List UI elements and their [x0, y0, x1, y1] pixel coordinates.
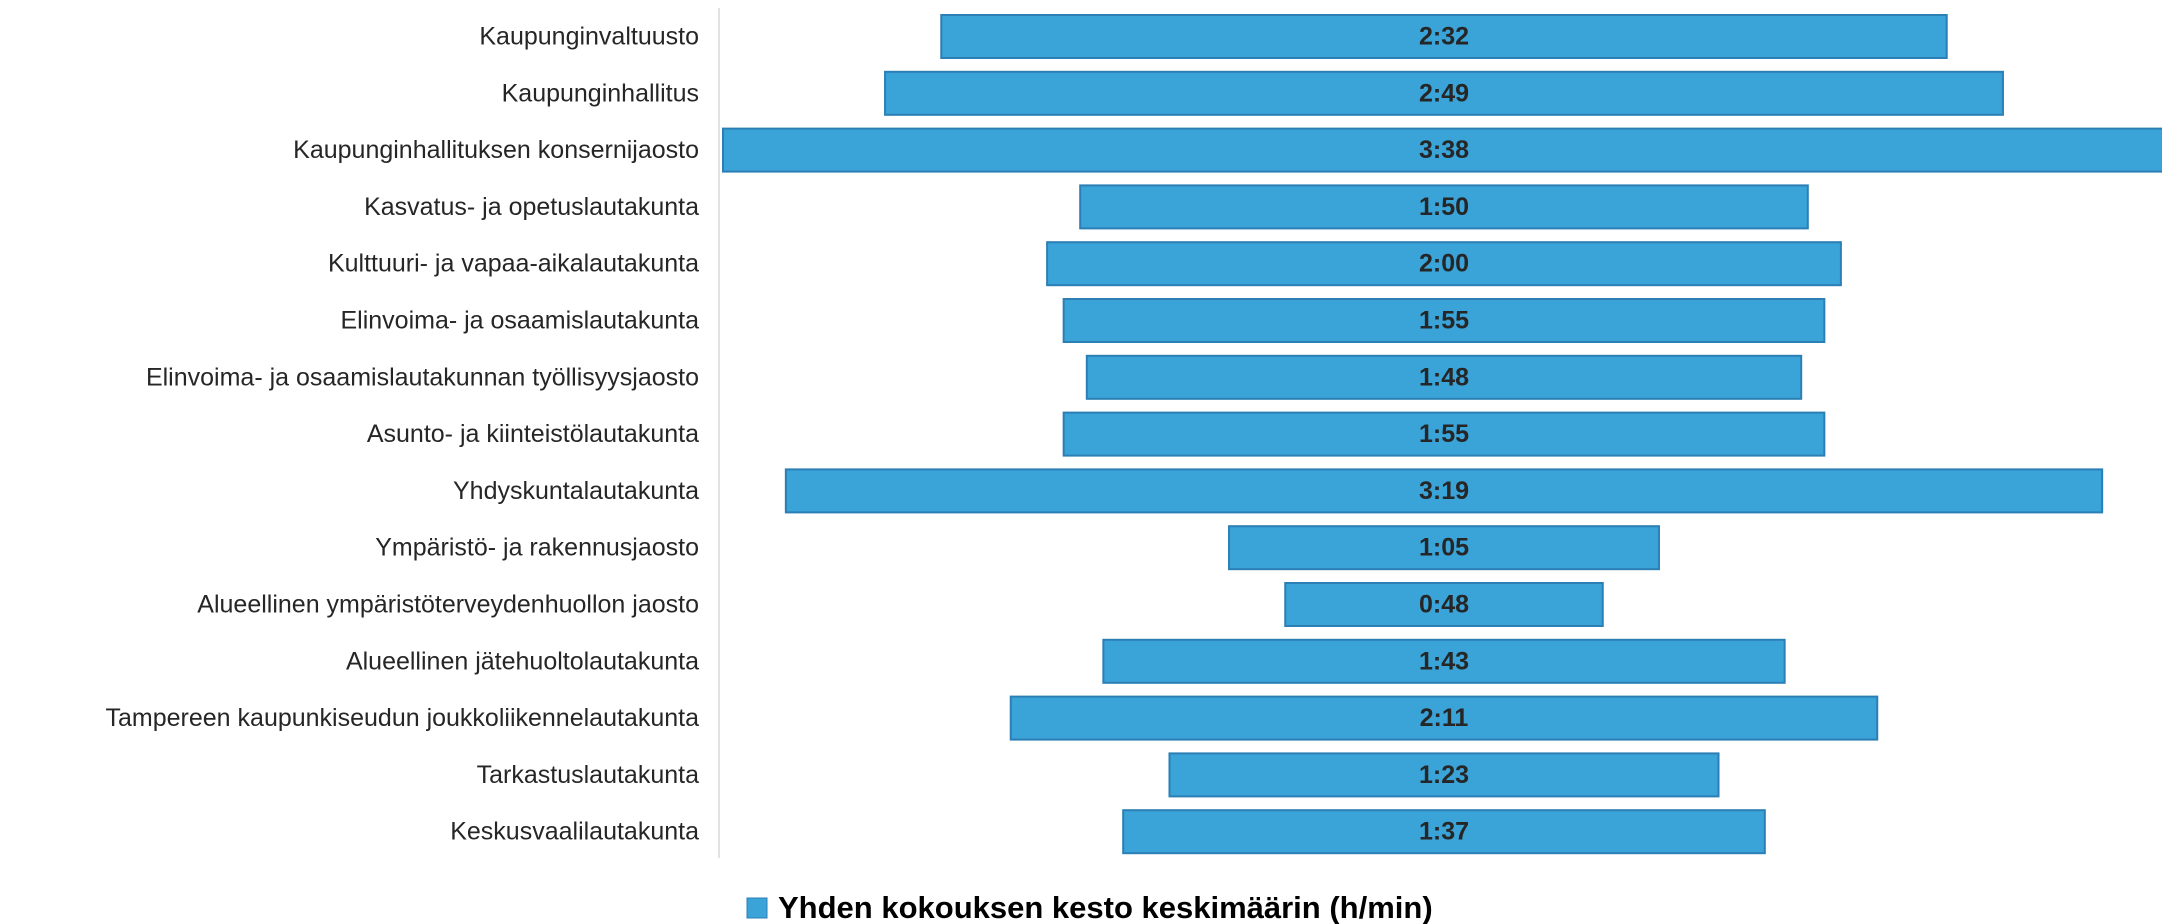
legend-swatch	[746, 897, 768, 919]
bar	[1062, 298, 1826, 343]
legend: Yhden kokouksen kesto keskimäärin (h/min…	[746, 890, 1433, 924]
data-label: 3:19	[1419, 477, 1469, 505]
data-label: 2:49	[1419, 79, 1469, 107]
bars	[722, 14, 2162, 855]
category-label: Yhdyskuntalautakunta	[453, 477, 699, 505]
data-label: 2:11	[1420, 704, 1469, 732]
data-label: 3:38	[1419, 136, 1469, 164]
bar	[1168, 752, 1720, 798]
bar	[1062, 411, 1826, 457]
category-label: Tarkastuslautakunta	[477, 761, 699, 789]
bar	[784, 468, 2104, 514]
category-label: Kulttuuri- ja vapaa-aikalautakunta	[328, 250, 699, 278]
bar	[940, 14, 1948, 59]
bar	[722, 127, 2162, 173]
bar	[1085, 354, 1803, 400]
category-labels: Kaupunginvaltuusto Kaupunginhallitus Kaupu…	[106, 23, 700, 846]
bar	[1102, 638, 1786, 684]
data-label: 1:37	[1419, 818, 1469, 846]
bar	[1046, 241, 1842, 287]
category-label: Asunto- ja kiinteistölautakunta	[367, 420, 699, 448]
bar	[884, 70, 2004, 116]
data-label: 1:50	[1419, 193, 1469, 221]
category-label: Kaupunginhallituksen konsernijaosto	[293, 136, 699, 164]
bar	[1228, 525, 1660, 571]
data-label: 2:00	[1419, 250, 1469, 278]
bar	[1079, 184, 1809, 230]
data-label: 0:48	[1419, 591, 1469, 619]
category-label: Tampereen kaupunkiseudun joukkoliikennel…	[106, 704, 700, 732]
category-label: Keskusvaalilautakunta	[450, 818, 699, 846]
bar	[1122, 809, 1766, 855]
category-label: Ympäristö- ja rakennusjaosto	[375, 534, 699, 562]
data-label: 2:32	[1419, 23, 1469, 51]
data-label: 1:43	[1419, 647, 1469, 675]
data-label: 1:48	[1419, 363, 1469, 391]
category-label: Alueellinen jätehuoltolautakunta	[346, 647, 699, 675]
legend-label: Yhden kokouksen kesto keskimäärin (h/min…	[778, 890, 1433, 924]
bar	[1009, 695, 1879, 741]
category-label: Kaupunginhallitus	[502, 79, 699, 107]
data-labels: 2:32 2:49 3:38 1:50 2:00 1:55 1:48 1:55 3:19 1:05…	[1419, 23, 1469, 846]
data-label: 1:05	[1419, 534, 1469, 562]
bar	[1284, 582, 1604, 627]
data-label: 1:23	[1419, 761, 1469, 789]
category-label: Elinvoima- ja osaamislautakunta	[340, 307, 699, 335]
data-label: 1:55	[1419, 420, 1469, 448]
data-label: 1:55	[1419, 307, 1469, 335]
category-label: Alueellinen ympäristöterveydenhuollon ja…	[197, 591, 699, 619]
category-label: Kaupunginvaltuusto	[479, 23, 699, 51]
category-label: Elinvoima- ja osaamislautakunnan työllis…	[146, 363, 699, 391]
category-label: Kasvatus- ja opetuslautakunta	[364, 193, 699, 221]
